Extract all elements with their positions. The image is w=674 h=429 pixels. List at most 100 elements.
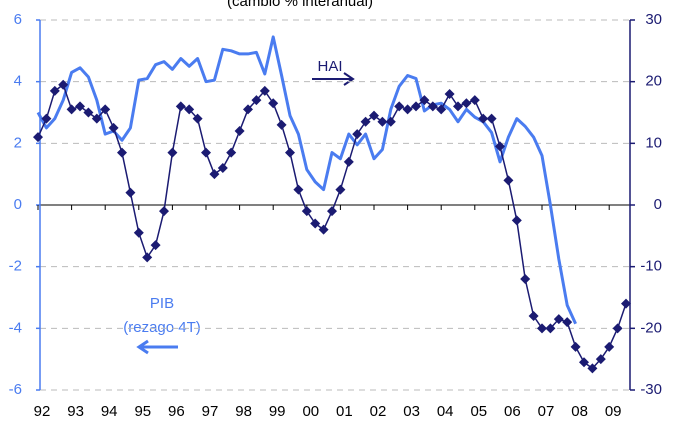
- y2-tick-label: 20: [645, 73, 662, 90]
- marker: [478, 113, 489, 124]
- x-tick-label: 08: [571, 403, 588, 420]
- y2-tick-label: -10: [640, 258, 662, 275]
- marker: [352, 129, 363, 140]
- marker: [444, 89, 455, 99]
- x-tick-label: 01: [336, 403, 353, 420]
- chart-title: (cambio % interanual): [227, 0, 373, 10]
- marker: [562, 317, 573, 328]
- marker: [486, 113, 497, 124]
- annotation: HAI: [317, 58, 342, 75]
- marker: [268, 98, 279, 109]
- marker: [595, 354, 606, 365]
- marker: [66, 104, 77, 115]
- marker: [360, 116, 371, 127]
- marker: [495, 141, 505, 152]
- y2-tick-label: -20: [640, 319, 662, 336]
- marker: [528, 311, 539, 321]
- marker: [226, 147, 237, 158]
- marker: [385, 116, 396, 127]
- y2-tick-label: 30: [645, 11, 662, 28]
- y2-tick-label: 10: [645, 134, 662, 151]
- y-tick-label: -6: [9, 381, 22, 398]
- x-tick-label: 96: [168, 403, 185, 420]
- marker: [335, 184, 346, 195]
- marker: [75, 101, 85, 112]
- annotation: PIB: [150, 295, 174, 312]
- marker: [537, 323, 547, 334]
- marker: [125, 187, 136, 198]
- marker: [276, 119, 287, 130]
- x-tick-label: 07: [538, 403, 555, 420]
- marker: [503, 175, 514, 186]
- marker: [49, 85, 60, 96]
- x-tick-label: 93: [67, 403, 84, 420]
- x-tick-label: 97: [202, 403, 219, 420]
- series-line: [36, 35, 577, 325]
- x-tick-label: 05: [470, 403, 487, 420]
- marker: [175, 101, 186, 112]
- y2-tick-label: -30: [640, 381, 662, 398]
- marker: [192, 113, 203, 124]
- marker: [293, 184, 304, 195]
- marker: [251, 95, 262, 106]
- marker: [58, 79, 69, 90]
- x-tick-label: 00: [302, 403, 319, 420]
- marker: [621, 298, 631, 309]
- y-tick-label: -2: [9, 258, 22, 275]
- marker: [545, 323, 556, 334]
- marker: [411, 101, 421, 112]
- x-tick-label: 02: [370, 403, 387, 420]
- marker: [570, 341, 581, 352]
- x-tick-label: 94: [101, 403, 118, 420]
- marker: [285, 147, 295, 158]
- marker: [436, 104, 447, 115]
- marker: [587, 363, 598, 374]
- marker: [201, 147, 211, 158]
- marker: [83, 107, 94, 118]
- marker: [419, 95, 430, 106]
- marker: [91, 113, 102, 124]
- marker: [217, 163, 228, 173]
- x-tick-label: 09: [605, 403, 622, 420]
- marker: [318, 224, 329, 235]
- marker: [243, 104, 253, 115]
- marker: [579, 357, 589, 368]
- marker: [159, 206, 169, 217]
- x-tick-label: 03: [403, 403, 420, 420]
- marker: [612, 323, 623, 334]
- marker: [41, 113, 52, 124]
- arrow: [312, 72, 355, 86]
- annotation: (rezago 4T): [123, 319, 201, 336]
- marker: [394, 101, 405, 112]
- arrow: [136, 339, 178, 355]
- marker: [167, 147, 178, 158]
- y-tick-label: 6: [14, 11, 22, 28]
- marker: [310, 218, 321, 229]
- marker: [369, 110, 379, 121]
- x-tick-label: 98: [235, 403, 252, 420]
- marker: [184, 104, 195, 115]
- marker: [100, 104, 111, 115]
- marker: [33, 132, 43, 143]
- y-tick-label: -4: [9, 319, 22, 336]
- x-tick-label: 99: [269, 403, 286, 420]
- y-tick-label: 0: [14, 196, 22, 213]
- y2-tick-label: 0: [654, 196, 662, 213]
- marker: [142, 252, 153, 263]
- x-tick-label: 92: [34, 403, 51, 420]
- marker: [469, 95, 480, 106]
- marker: [453, 101, 463, 112]
- y-tick-label: 2: [14, 134, 22, 151]
- marker: [327, 206, 337, 217]
- marker: [150, 240, 161, 251]
- marker: [461, 98, 472, 109]
- marker: [511, 215, 522, 226]
- marker: [402, 104, 413, 115]
- marker: [234, 126, 245, 136]
- marker: [259, 85, 270, 96]
- marker: [604, 341, 615, 352]
- x-tick-label: 95: [134, 403, 151, 420]
- marker: [117, 147, 127, 158]
- x-tick-label: 06: [504, 403, 521, 420]
